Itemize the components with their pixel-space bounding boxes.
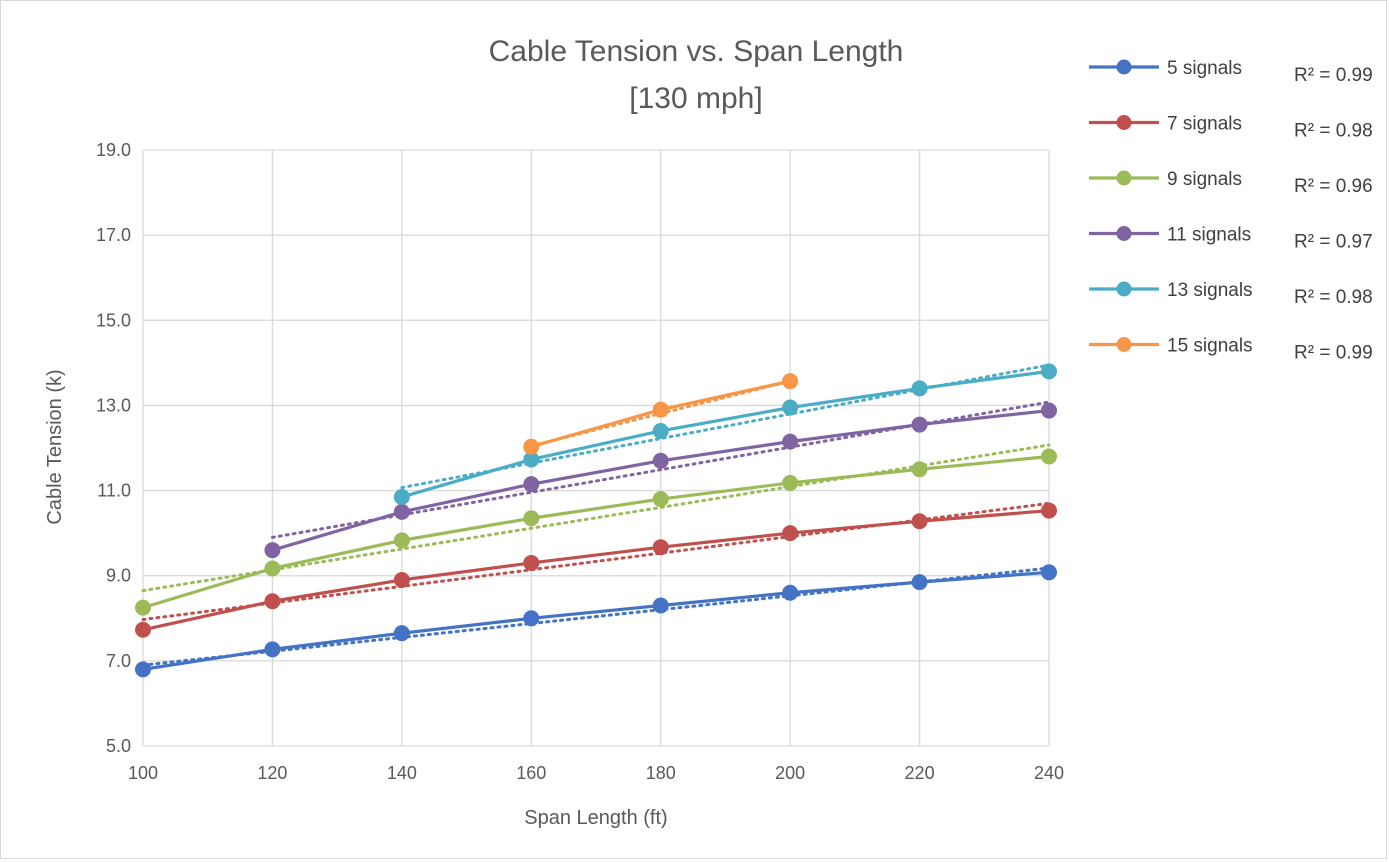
- y-axis-title: Cable Tension (k): [44, 369, 66, 524]
- y-tick-label: 15.0: [96, 310, 131, 330]
- data-point: [782, 474, 799, 491]
- y-tick-label: 11.0: [97, 481, 131, 501]
- legend-label: 9 signals: [1167, 169, 1242, 190]
- y-tick-label: 13.0: [96, 395, 131, 415]
- r-squared-label: R² = 0.97: [1294, 232, 1373, 253]
- data-point: [264, 542, 281, 559]
- x-tick-label: 120: [257, 763, 287, 783]
- series-line-4: [401, 369, 1050, 499]
- data-point: [652, 422, 669, 439]
- legend-entry: 9 signals R² = 0.96: [1089, 169, 1373, 197]
- legend-label: 13 signals: [1167, 280, 1253, 301]
- data-point: [264, 560, 281, 577]
- data-point: [135, 661, 151, 678]
- data-point: [523, 438, 540, 455]
- trendline-2: [141, 443, 1051, 593]
- legend-label: 15 signals: [1167, 336, 1253, 357]
- x-tick-label: 180: [646, 763, 676, 783]
- data-point: [911, 461, 928, 478]
- data-point: [911, 513, 928, 530]
- legend-marker: [1116, 170, 1132, 186]
- data-point: [1041, 363, 1057, 380]
- y-tick-label: 7.0: [106, 651, 131, 671]
- legend: 5 signals R² = 0.99 7 signals R² = 0.98 9 si…: [1089, 58, 1373, 364]
- chart-title: Cable Tension vs. Span Length: [489, 35, 904, 68]
- legend-entry: 13 signals R² = 0.98: [1089, 280, 1373, 308]
- data-point: [264, 593, 281, 610]
- data-point: [652, 597, 669, 614]
- data-point: [911, 380, 928, 397]
- y-tick-label: 17.0: [96, 225, 131, 245]
- data-point: [652, 452, 669, 469]
- x-tick-label: 100: [128, 763, 158, 783]
- data-point: [523, 554, 540, 571]
- data-point: [135, 599, 151, 616]
- legend-entry: 5 signals R² = 0.99: [1089, 58, 1373, 86]
- data-point: [782, 433, 799, 450]
- gridlines: [142, 149, 1050, 747]
- data-point: [393, 488, 410, 505]
- axes: 5.0 7.0 9.0 11.0 13.0 15.0 17.0 19.0 100 120 140 16…: [96, 140, 1064, 783]
- data-point: [393, 532, 410, 549]
- y-tick-label: 19.0: [96, 140, 131, 160]
- data-point: [652, 539, 669, 556]
- y-tick-label: 5.0: [106, 736, 131, 756]
- x-axis-title: Span Length (ft): [524, 807, 667, 829]
- legend-label: 5 signals: [1167, 58, 1242, 79]
- legend-marker: [1116, 115, 1132, 130]
- data-point: [652, 401, 669, 418]
- legend-marker: [1116, 337, 1132, 352]
- data-point: [135, 621, 151, 638]
- trendline-1: [141, 501, 1051, 622]
- data-point: [1041, 502, 1057, 519]
- x-tick-label: 240: [1034, 763, 1064, 783]
- trendlines: [141, 363, 1051, 667]
- r-squared-label: R² = 0.98: [1294, 121, 1373, 142]
- data-point: [652, 491, 669, 508]
- data-point: [393, 503, 410, 520]
- data-point: [1041, 564, 1057, 581]
- r-squared-label: R² = 0.99: [1294, 65, 1373, 86]
- x-tick-label: 140: [387, 763, 417, 783]
- series-line-1: [142, 508, 1050, 632]
- data-point: [782, 399, 799, 416]
- data-point: [1041, 448, 1057, 465]
- data-point: [523, 476, 540, 493]
- data-point: [782, 584, 799, 601]
- data-point: [393, 571, 410, 588]
- x-tick-label: 220: [905, 763, 935, 783]
- legend-entry: 7 signals R² = 0.98: [1089, 114, 1373, 142]
- r-squared-label: R² = 0.99: [1294, 343, 1373, 364]
- data-point: [911, 416, 928, 433]
- y-tick-label: 9.0: [106, 566, 131, 586]
- x-tick-label: 200: [775, 763, 805, 783]
- data-point: [523, 610, 540, 627]
- legend-label: 11 signals: [1167, 225, 1251, 246]
- x-tick-label: 160: [516, 763, 546, 783]
- legend-marker: [1116, 281, 1132, 297]
- legend-marker: [1116, 59, 1132, 75]
- series-line-2: [142, 454, 1050, 610]
- data-point: [782, 525, 799, 542]
- chart-subtitle: [130 mph]: [629, 82, 762, 115]
- legend-label: 7 signals: [1167, 114, 1242, 135]
- r-squared-label: R² = 0.96: [1294, 176, 1373, 197]
- legend-marker: [1116, 226, 1132, 241]
- data-series: [135, 363, 1057, 678]
- legend-entry: 11 signals R² = 0.97: [1089, 225, 1373, 253]
- data-point: [782, 373, 799, 390]
- data-point: [911, 574, 928, 591]
- data-point: [523, 510, 540, 527]
- data-point: [393, 625, 410, 642]
- r-squared-label: R² = 0.98: [1294, 287, 1373, 308]
- series-line-0: [142, 570, 1050, 671]
- data-point: [1041, 402, 1057, 419]
- data-point: [264, 641, 281, 658]
- legend-entry: 15 signals R² = 0.99: [1089, 336, 1373, 364]
